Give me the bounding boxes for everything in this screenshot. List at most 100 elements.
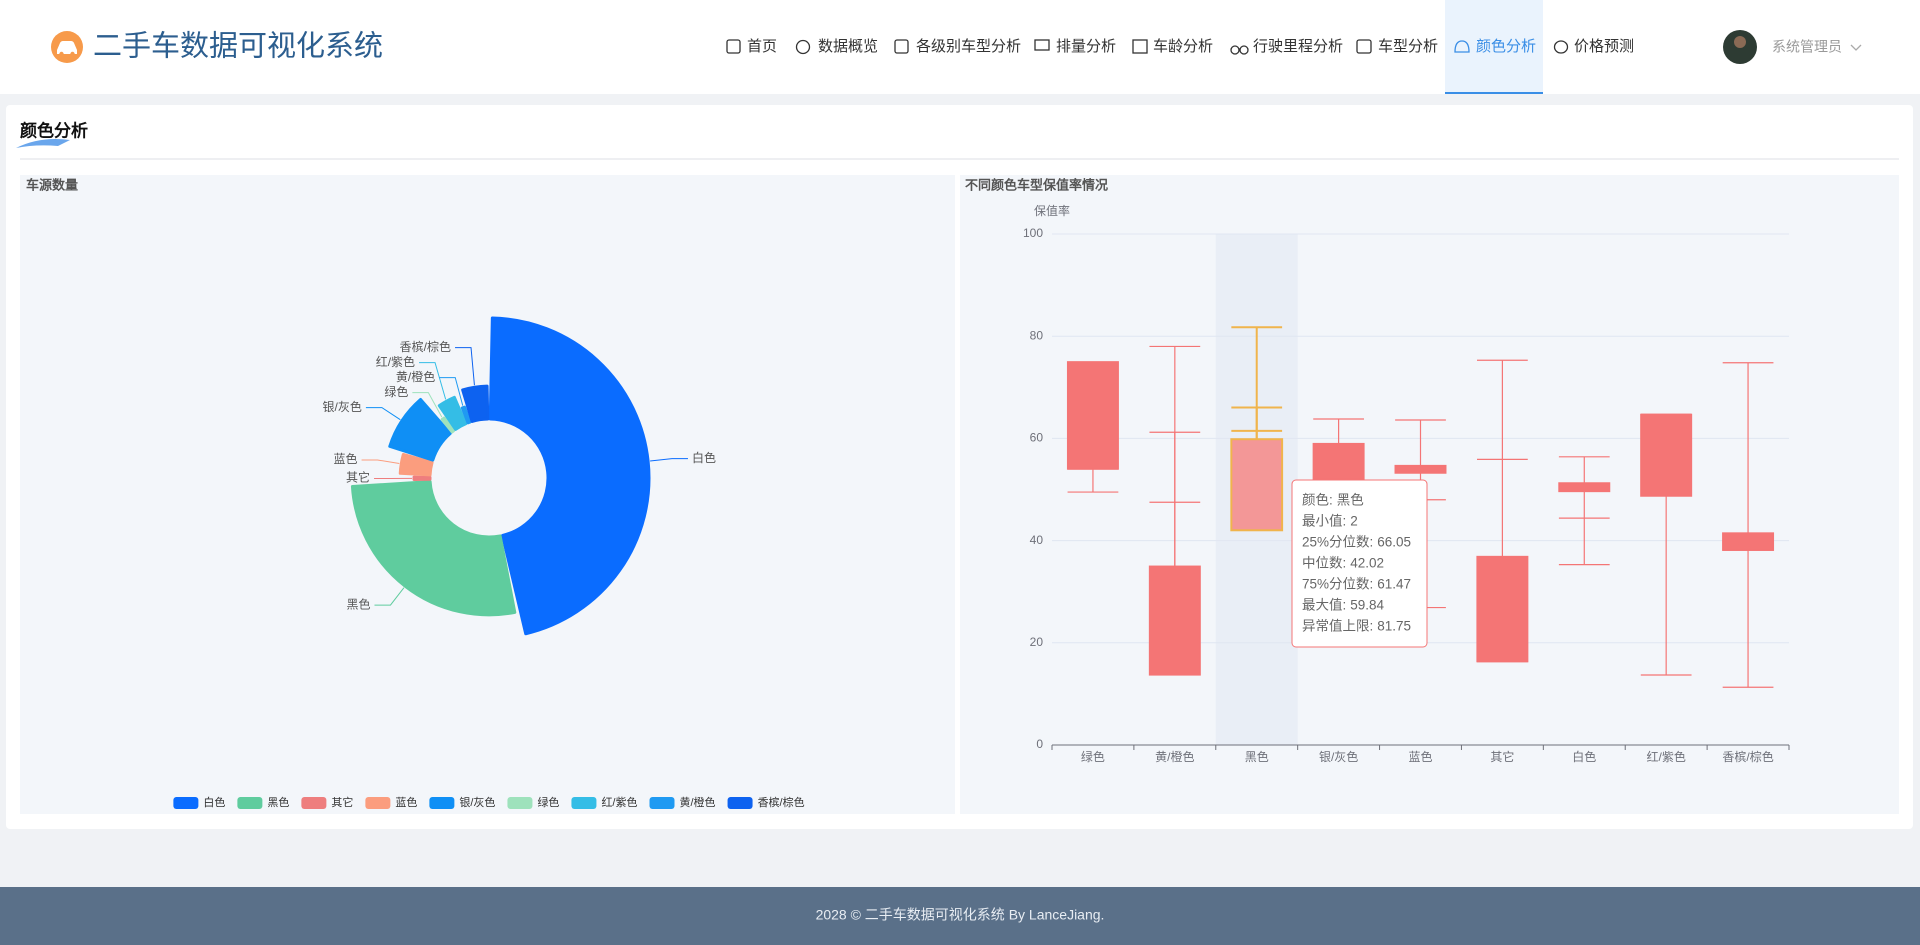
legend-swatch (571, 797, 597, 809)
x-tick-label: 其它 (1490, 749, 1514, 764)
logo[interactable]: 二手车数据可视化系统 (51, 30, 383, 63)
avatar-face (1734, 36, 1746, 48)
nav-item[interactable]: 首页 (726, 38, 777, 55)
nav-item[interactable]: 车龄分析 (1132, 38, 1213, 55)
label-line (412, 392, 443, 418)
user-menu[interactable]: 系统管理员 (1723, 30, 1862, 64)
user-name: 系统管理员 (1772, 39, 1842, 55)
tooltip-value: 81.75 (1377, 619, 1411, 634)
chart-title: 不同颜色车型保值率情况 (965, 177, 1108, 192)
legend-label: 黄/橙色 (680, 795, 716, 809)
x-tick-label: 黄/橙色 (1155, 749, 1194, 764)
pie-slice (412, 475, 432, 482)
tooltip-label: 最小值: (1302, 514, 1346, 529)
legend-swatch (507, 797, 533, 809)
nav-label: 价格预测 (1574, 38, 1634, 55)
pie-slice (437, 395, 468, 431)
legend-swatch (727, 797, 753, 809)
nav-item[interactable]: 颜色分析 (1454, 38, 1536, 55)
label-line (650, 458, 688, 462)
label-line (439, 377, 464, 406)
nav-icon (1454, 40, 1470, 53)
nav-active-bg (1445, 0, 1543, 94)
x-tick-label: 银/灰色 (1319, 750, 1358, 764)
slice-label: 黄/橙色 (396, 369, 435, 384)
tooltip-value: 2 (1350, 514, 1358, 529)
slice-label: 其它 (346, 470, 370, 485)
site-title: 二手车数据可视化系统 (93, 30, 383, 63)
legend-swatch (173, 797, 199, 809)
label-line (419, 362, 447, 400)
nav-icon (1239, 45, 1249, 55)
label-line (374, 587, 405, 606)
legend-label: 红/紫色 (601, 795, 637, 809)
charts: 白色黑色其它蓝色银/灰色绿色红/紫色黄/橙色香槟/棕色白色 黑色 其它 蓝色 银/灰色绿… (173, 203, 1790, 809)
legend-swatch (429, 797, 455, 809)
legend-swatch (237, 797, 263, 809)
box (1394, 464, 1447, 474)
tooltip-value: 59.84 (1350, 598, 1384, 613)
nav-label: 颜色分析 (1476, 38, 1536, 55)
box (1640, 413, 1693, 497)
legend-label: 蓝色 (395, 795, 417, 809)
y-tick-label: 20 (1030, 635, 1044, 649)
nav-icon (1230, 45, 1240, 55)
legend-label: 绿色 (537, 795, 559, 809)
tooltip-label: 颜色: (1302, 492, 1333, 508)
nav-label: 行驶里程分析 (1253, 38, 1343, 55)
tooltip-label: 25%分位数: (1302, 535, 1373, 550)
nav-item[interactable]: 各级别车型分析 (894, 38, 1021, 55)
nav-icon (1034, 39, 1050, 51)
box (1558, 482, 1611, 493)
slice-label: 银/灰色 (323, 400, 362, 414)
nav-item[interactable]: 行驶里程分析 (1230, 38, 1343, 55)
panel (20, 175, 955, 814)
tooltip-label: 异常值上限: (1302, 619, 1373, 634)
box (1230, 438, 1284, 532)
legend-label: 黑色 (267, 795, 289, 809)
logo-wheel (59, 51, 64, 57)
panel (960, 175, 1899, 814)
pie-slice (388, 397, 452, 462)
y-tick-label: 60 (1030, 431, 1044, 445)
logo-car (57, 41, 77, 54)
legend-label: 香槟/棕色 (758, 795, 805, 809)
nav-item[interactable]: 价格预测 (1553, 38, 1635, 55)
tooltip-value: 66.05 (1377, 535, 1411, 550)
y-tick-label: 100 (1023, 226, 1043, 240)
tooltip-value: 42.02 (1350, 556, 1384, 571)
nav-item[interactable]: 数据概览 (795, 38, 879, 55)
legend: 白色 黑色 其它 蓝色 银/灰色 绿色 红/紫色 黄/橙色 香槟/棕色 (173, 795, 805, 809)
nav-item[interactable]: 车型分析 (1356, 38, 1438, 55)
x-tick-label: 黑色 (1245, 750, 1269, 764)
section-title: 颜色分析 (20, 120, 88, 140)
footer-text: 2028 © 二手车数据可视化系统 By LanceJiang. (816, 907, 1105, 923)
pie-slice (440, 416, 456, 434)
nav-label: 排量分析 (1056, 38, 1116, 55)
nav-icon (795, 39, 811, 55)
nav-label: 各级别车型分析 (916, 38, 1021, 55)
nav-label: 车型分析 (1378, 38, 1438, 55)
y-tick-label: 0 (1036, 737, 1043, 751)
nav-active-bar (1445, 92, 1543, 94)
nav-item[interactable]: 排量分析 (1034, 38, 1116, 55)
slice-label: 白色 (692, 450, 716, 465)
nav-icon (1356, 39, 1372, 54)
label-line (365, 407, 401, 421)
tooltip-label: 75%分位数: (1302, 577, 1373, 592)
pie-slice (460, 405, 472, 425)
nav-label: 数据概览 (818, 38, 878, 55)
nav-icon (1132, 39, 1148, 54)
box (1148, 565, 1201, 676)
x-tick-label: 香槟/棕色 (1722, 749, 1773, 764)
slice-label: 绿色 (384, 384, 408, 399)
x-tick-label: 白色 (1572, 749, 1596, 764)
nav-icon (894, 39, 909, 54)
slice-label: 红/紫色 (376, 354, 415, 369)
tooltip-label: 中位数: (1302, 556, 1346, 571)
pie-slice (398, 453, 434, 477)
box (1476, 555, 1529, 663)
legend-swatch (649, 797, 675, 809)
tooltip-value: 61.47 (1377, 577, 1411, 592)
